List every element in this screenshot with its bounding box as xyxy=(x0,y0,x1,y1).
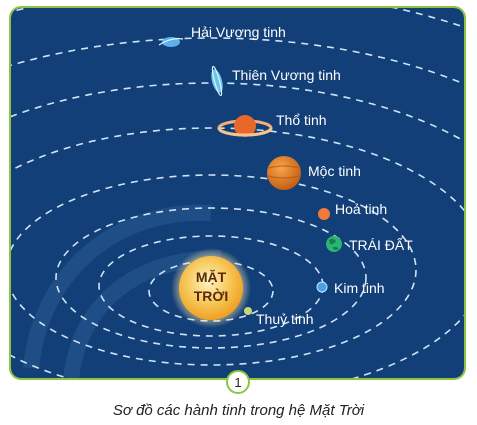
uranus-ring xyxy=(211,65,223,97)
label-uranus: Thiên Vương tinh xyxy=(232,67,341,83)
figure-number-badge: 1 xyxy=(226,370,250,394)
label-earth: TRÁI ĐẤT xyxy=(349,237,413,253)
sun-label-line2: TRỜI xyxy=(194,287,229,304)
saturn-ring-front xyxy=(217,127,273,137)
orbit-uranus xyxy=(11,37,464,85)
planet-neptune xyxy=(162,37,180,47)
planet-mercury xyxy=(244,307,252,315)
label-jupiter: Mộc tinh xyxy=(308,163,361,179)
label-venus: Kim tinh xyxy=(334,280,385,296)
orbit-jupiter xyxy=(11,127,464,378)
earth-land xyxy=(329,238,339,250)
figure-caption: Sơ đồ các hành tinh trong hệ Mặt Trời xyxy=(112,402,365,419)
orbits xyxy=(11,8,464,378)
planet-jupiter xyxy=(267,156,301,190)
orbit-mars xyxy=(11,174,417,366)
planet-mars xyxy=(318,208,330,220)
planet-earth xyxy=(326,236,342,252)
orbit-earth xyxy=(55,207,367,349)
sun xyxy=(179,256,243,320)
neptune-ring xyxy=(158,38,184,46)
sun-label-line1: MẶT xyxy=(196,269,227,285)
label-saturn: Thổ tinh xyxy=(276,112,327,128)
planet-uranus xyxy=(211,69,223,93)
label-mars: Hoả tinh xyxy=(335,201,387,217)
label-mercury: Thuỷ tinh xyxy=(256,311,314,327)
jupiter-bands xyxy=(267,165,301,179)
planet-saturn xyxy=(234,115,256,137)
solar-system-diagram: MẶT TRỜI Thuỷ tinh Kim tinh TRÁI ĐẤT Hoả… xyxy=(11,8,464,378)
label-neptune: Hải Vương tinh xyxy=(191,24,286,40)
space-background xyxy=(11,8,464,378)
planet-venus xyxy=(316,281,328,293)
